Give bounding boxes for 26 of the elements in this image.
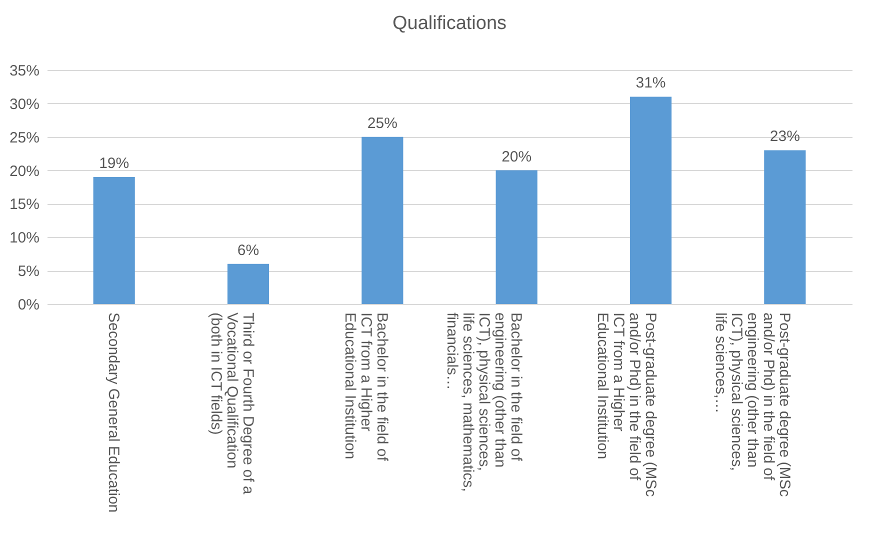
y-tick-label: 25%: [9, 129, 40, 146]
y-tick-label: 10%: [9, 230, 40, 247]
y-tick-label: 30%: [9, 96, 40, 113]
y-tick-label: 0%: [18, 296, 40, 314]
y-tick-label: 35%: [9, 62, 40, 80]
data-label: 23%: [770, 128, 800, 146]
x-tick-label: Third or Fourth Degree of a Vocational Qualification (both in ICT fields): [207, 312, 256, 495]
x-tick-label: Bachelor in the field of ICT from a Higher Educational Institution: [341, 312, 390, 462]
data-label: 25%: [367, 114, 398, 132]
data-label: 20%: [502, 148, 532, 166]
bar: [93, 176, 135, 304]
y-tick-label: 5%: [18, 263, 40, 280]
bar: [227, 264, 270, 304]
chart-title: Qualifications: [392, 13, 507, 34]
data-label: 31%: [636, 74, 666, 92]
data-label: 6%: [237, 242, 260, 259]
y-tick-label: 20%: [9, 162, 40, 180]
x-tick-label: Secondary General Education: [105, 312, 122, 513]
bar: [496, 170, 538, 304]
x-tick-label: Post-graduate degree (MSc and/or Phd) in the field of engineering (other than ICT), physical sciences, life sciences,…: [712, 312, 793, 498]
bar: [630, 96, 672, 304]
data-label: 19%: [99, 154, 130, 172]
x-tick-label: Bachelor in the field of engineering (other than ICT), physical sciences, life sciences, mathematics, financials…: [444, 312, 525, 492]
y-tick-label: 15%: [9, 196, 40, 214]
bar: [764, 150, 806, 304]
bar: [362, 136, 404, 304]
